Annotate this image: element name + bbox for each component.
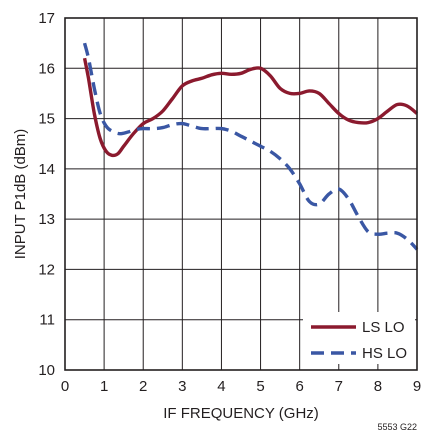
y-tick-label-4: 14	[38, 161, 55, 178]
y-tick-label-1: 11	[39, 312, 55, 329]
x-tick-label-9: 9	[413, 378, 421, 395]
x-tick-label-6: 6	[295, 378, 303, 395]
series-line-hs-lo	[82, 42, 419, 251]
y-axis-title: INPUT P1dB (dBm)	[12, 129, 29, 260]
y-tick-label-7: 17	[38, 10, 55, 27]
legend-background	[303, 312, 415, 364]
y-tick-label-6: 16	[38, 60, 55, 77]
y-tick-label-0: 10	[38, 362, 55, 379]
legend: LS LO HS LO	[303, 312, 415, 364]
x-tick-label-3: 3	[178, 378, 186, 395]
x-tick-label-5: 5	[256, 378, 264, 395]
plot-frame	[64, 17, 418, 371]
x-tick-label-7: 7	[335, 378, 343, 395]
x-axis-title: IF FREQUENCY (GHz)	[163, 405, 319, 422]
x-tick-label-1: 1	[100, 378, 108, 395]
x-tick-labels: 0 1 2 3 4 5 6 7 8 9	[61, 378, 421, 395]
x-tick-label-0: 0	[61, 378, 69, 395]
y-tick-label-2: 12	[38, 261, 55, 278]
x-tick-label-4: 4	[217, 378, 225, 395]
y-tick-label-5: 15	[38, 111, 55, 128]
x-tick-label-2: 2	[139, 378, 147, 395]
y-tick-label-3: 13	[38, 211, 55, 228]
y-tick-labels: 10 11 12 13 14 15 16 17	[38, 10, 55, 379]
series-layer	[82, 42, 419, 251]
series-line-ls-lo	[82, 57, 419, 158]
legend-label-ls-lo: LS LO	[362, 319, 405, 336]
legend-label-hs-lo: HS LO	[362, 345, 407, 362]
figure-code: 5553 G22	[377, 422, 417, 432]
x-tick-label-8: 8	[374, 378, 382, 395]
